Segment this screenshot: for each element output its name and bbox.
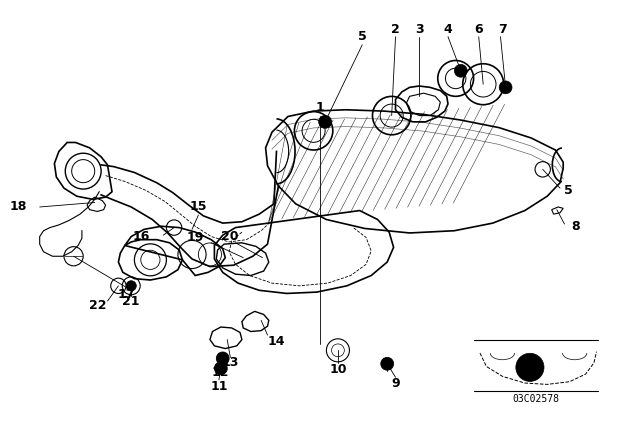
Circle shape [516, 353, 544, 381]
Circle shape [214, 362, 227, 375]
Text: 2: 2 [391, 22, 400, 36]
Circle shape [381, 358, 394, 370]
Text: 14: 14 [268, 335, 285, 348]
Circle shape [499, 81, 512, 94]
Text: 22: 22 [88, 299, 106, 312]
Circle shape [126, 281, 136, 291]
Text: 12: 12 [212, 366, 230, 379]
Text: 16: 16 [133, 230, 150, 243]
Text: 21: 21 [122, 294, 140, 308]
Text: 4: 4 [444, 22, 452, 36]
Text: 17: 17 [118, 288, 136, 302]
Text: 7: 7 [498, 22, 507, 36]
Text: 5: 5 [358, 30, 367, 43]
Text: 18: 18 [10, 200, 27, 214]
Text: 13: 13 [221, 356, 239, 370]
Text: 15: 15 [189, 200, 207, 214]
Text: 20: 20 [221, 230, 238, 243]
Circle shape [454, 65, 467, 77]
Text: 5: 5 [564, 184, 573, 197]
Text: 10: 10 [329, 363, 347, 376]
Text: 11: 11 [210, 379, 228, 393]
Text: 6: 6 [474, 22, 483, 36]
Text: 3: 3 [415, 22, 424, 36]
Circle shape [216, 352, 229, 365]
Text: 9: 9 [391, 376, 400, 390]
Text: 8: 8 [571, 220, 579, 233]
Circle shape [319, 116, 332, 128]
Text: 03C02578: 03C02578 [513, 394, 560, 404]
Text: 1: 1 [316, 101, 324, 114]
Text: 19: 19 [186, 231, 204, 244]
